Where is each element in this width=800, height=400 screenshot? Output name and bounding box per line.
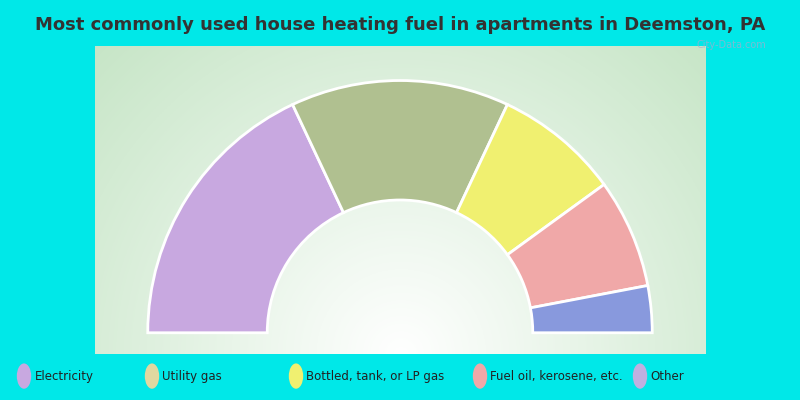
Ellipse shape <box>633 364 647 389</box>
Wedge shape <box>457 104 604 255</box>
Text: City-Data.com: City-Data.com <box>697 40 766 50</box>
Wedge shape <box>530 286 652 333</box>
Text: Utility gas: Utility gas <box>162 370 222 382</box>
Text: Fuel oil, kerosene, etc.: Fuel oil, kerosene, etc. <box>490 370 623 382</box>
Wedge shape <box>293 80 507 213</box>
Text: Bottled, tank, or LP gas: Bottled, tank, or LP gas <box>306 370 445 382</box>
Text: Most commonly used house heating fuel in apartments in Deemston, PA: Most commonly used house heating fuel in… <box>35 16 765 34</box>
Wedge shape <box>148 104 343 333</box>
Ellipse shape <box>473 364 487 389</box>
Text: Other: Other <box>650 370 684 382</box>
Ellipse shape <box>145 364 159 389</box>
Ellipse shape <box>289 364 303 389</box>
Ellipse shape <box>17 364 31 389</box>
Wedge shape <box>507 184 648 308</box>
Text: Electricity: Electricity <box>34 370 94 382</box>
